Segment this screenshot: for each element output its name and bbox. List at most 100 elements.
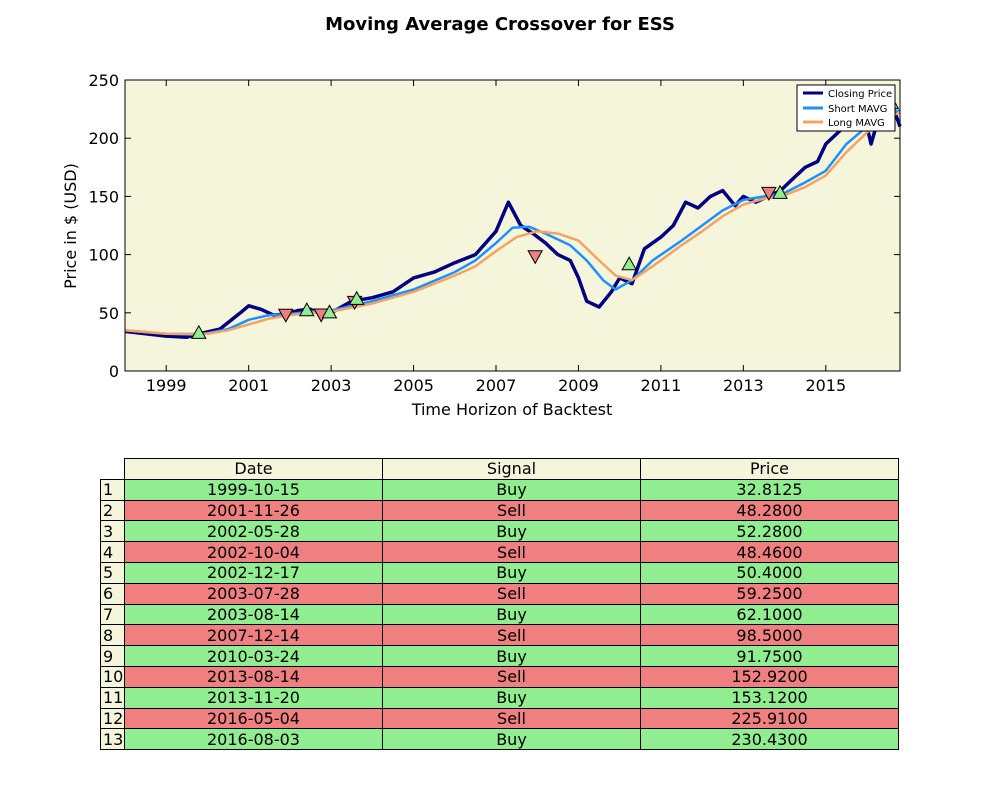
- row-index: 12: [100, 707, 125, 730]
- cell-price: 59.2500: [640, 582, 899, 605]
- row-index: 3: [100, 520, 125, 543]
- row-index: 9: [100, 645, 125, 667]
- header-date: Date: [124, 458, 383, 480]
- legend: Closing Price Short MAVG Long MAVG: [796, 84, 896, 132]
- cell-date: 2013-08-14: [124, 665, 383, 688]
- cell-date: 2013-11-20: [124, 686, 383, 709]
- header-signal: Signal: [382, 458, 641, 480]
- buy-marker: [321, 304, 338, 319]
- table-row: 5 2002-12-17 Buy 50.4000: [100, 561, 899, 584]
- cell-date: 2001-11-26: [124, 499, 383, 522]
- table-row: 9 2010-03-24 Buy 91.7500: [100, 645, 899, 667]
- cell-price: 225.9100: [640, 707, 899, 730]
- row-index: 10: [100, 665, 125, 688]
- x-axis-label: Time Horizon of Backtest: [411, 400, 613, 419]
- signal-table: Date Signal Price 1 1999-10-15 Buy 32.8125 2…: [100, 458, 899, 751]
- legend-label-closing-price: Closing Price: [828, 89, 892, 100]
- cell-signal: Sell: [382, 499, 641, 522]
- cell-signal: Sell: [382, 624, 641, 647]
- cell-signal: Buy: [382, 603, 641, 626]
- cell-date: 2010-03-24: [124, 645, 383, 667]
- cell-price: 91.7500: [640, 645, 899, 667]
- legend-label-short-mavg: Short MAVG: [828, 104, 887, 115]
- cell-signal: Sell: [382, 707, 641, 730]
- sell-marker: [527, 250, 544, 265]
- cell-signal: Sell: [382, 541, 641, 563]
- cell-signal: Sell: [382, 665, 641, 688]
- table-corner: [101, 459, 125, 480]
- cell-date: 2003-07-28: [124, 582, 383, 605]
- price-chart: Moving Average Crossover for ESS 1999 200…: [61, 14, 902, 419]
- header-price: Price: [640, 458, 899, 480]
- cell-price: 152.9200: [640, 665, 899, 688]
- table-row: 7 2003-08-14 Buy 62.1000: [100, 603, 899, 626]
- cell-price: 48.2800: [640, 499, 899, 522]
- long-mavg-line: [124, 111, 901, 336]
- x-tick-label: 2003: [311, 376, 352, 395]
- row-index: 4: [100, 541, 125, 563]
- sell-marker: [277, 308, 294, 323]
- table-row: 12 2016-05-04 Sell 225.9100: [100, 707, 899, 730]
- cell-date: 2007-12-14: [124, 624, 383, 647]
- y-tick-label: 0: [109, 362, 119, 381]
- buy-marker: [348, 290, 365, 305]
- cell-price: 230.4300: [640, 728, 899, 751]
- row-index: 8: [100, 624, 125, 647]
- y-tick-label: 50: [99, 304, 119, 323]
- table-row: 8 2007-12-14 Sell 98.5000: [100, 624, 899, 647]
- row-index: 13: [100, 728, 125, 751]
- row-index: 2: [100, 499, 125, 522]
- plot-frame: [124, 79, 901, 372]
- table-row: 3 2002-05-28 Buy 52.2800: [100, 520, 899, 543]
- cell-date: 2002-10-04: [124, 541, 383, 563]
- cell-signal: Buy: [382, 728, 641, 751]
- cell-signal: Buy: [382, 520, 641, 543]
- cell-date: 2002-12-17: [124, 561, 383, 584]
- row-index: 11: [100, 686, 125, 709]
- cell-signal: Buy: [382, 478, 641, 501]
- buy-marker: [621, 256, 638, 271]
- table-row: 2 2001-11-26 Sell 48.2800: [100, 499, 899, 522]
- y-tick-label: 100: [88, 246, 119, 265]
- y-tick-label: 200: [88, 129, 119, 148]
- cell-date: 2016-08-03: [124, 728, 383, 751]
- table-row: 11 2013-11-20 Buy 153.1200: [100, 686, 899, 709]
- row-index: 5: [100, 561, 125, 584]
- chart-title: Moving Average Crossover for ESS: [325, 14, 675, 35]
- cell-price: 50.4000: [640, 561, 899, 584]
- x-tick-label: 2013: [723, 376, 764, 395]
- y-tick-label: 150: [88, 187, 119, 206]
- cell-signal: Sell: [382, 582, 641, 605]
- cell-date: 2016-05-04: [124, 707, 383, 730]
- y-tick-label: 250: [88, 71, 119, 90]
- row-index: 7: [100, 603, 125, 626]
- cell-date: 2002-05-28: [124, 520, 383, 543]
- row-index: 6: [100, 582, 125, 605]
- row-index: 1: [100, 478, 125, 501]
- cell-date: 1999-10-15: [124, 478, 383, 501]
- x-tick-label: 2011: [641, 376, 682, 395]
- y-axis-label: Price in $ (USD): [61, 163, 80, 289]
- table-row: 1 1999-10-15 Buy 32.8125: [100, 478, 899, 501]
- x-tick-label: 2001: [228, 376, 269, 395]
- cell-date: 2003-08-14: [124, 603, 383, 626]
- cell-signal: Buy: [382, 645, 641, 667]
- table-row: 4 2002-10-04 Sell 48.4600: [100, 541, 899, 563]
- x-tick-label: 2007: [476, 376, 517, 395]
- cell-price: 32.8125: [640, 478, 899, 501]
- sell-marker: [761, 186, 777, 202]
- x-tick-label: 2005: [393, 376, 434, 395]
- buy-marker: [190, 324, 207, 339]
- cell-price: 52.2800: [640, 520, 899, 543]
- x-tick-label: 2015: [805, 376, 846, 395]
- table-row: 13 2016-08-03 Buy 230.4300: [100, 728, 899, 751]
- legend-label-long-mavg: Long MAVG: [828, 118, 885, 129]
- cell-price: 48.4600: [640, 541, 899, 563]
- buy-marker: [298, 302, 315, 317]
- table-row: 10 2013-08-14 Sell 152.9200: [100, 665, 899, 688]
- table-row: 6 2003-07-28 Sell 59.2500: [100, 582, 899, 605]
- x-tick-label: 2009: [558, 376, 599, 395]
- table-header-row: Date Signal Price: [101, 458, 899, 480]
- cell-signal: Buy: [382, 686, 641, 709]
- buy-marker: [772, 184, 788, 199]
